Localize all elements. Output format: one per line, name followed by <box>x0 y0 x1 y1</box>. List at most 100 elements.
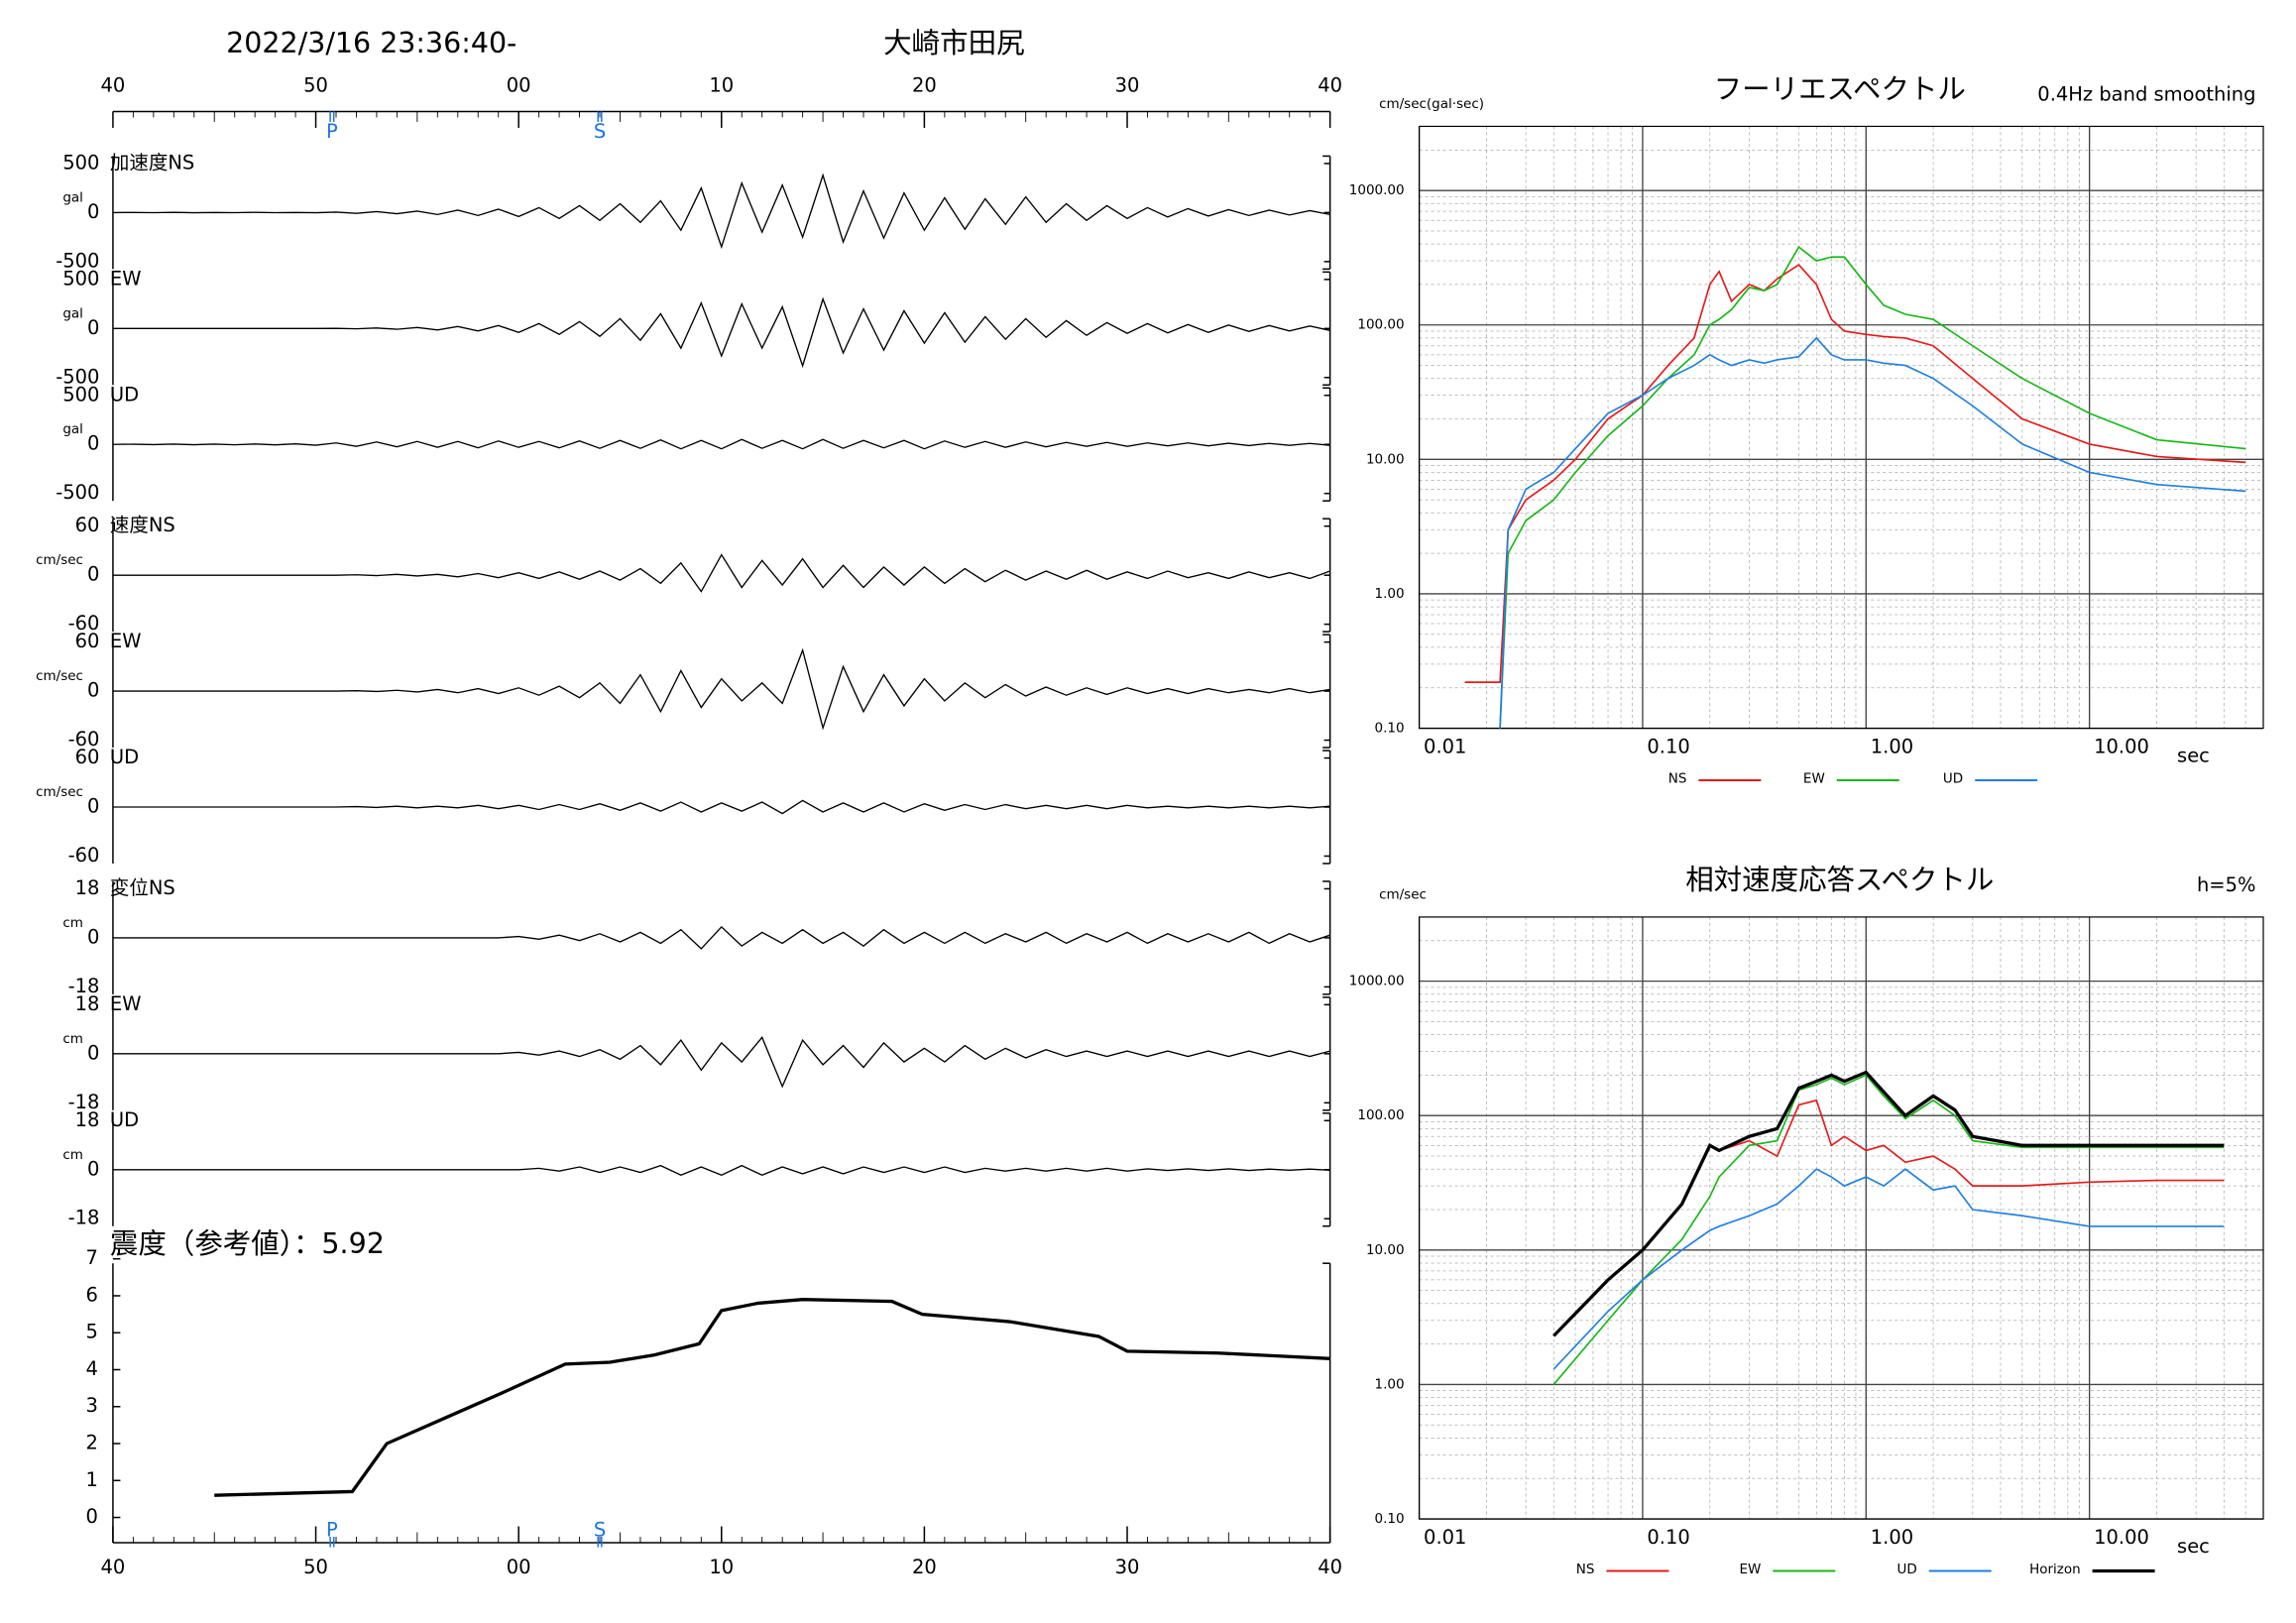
legend-label: NS <box>1668 771 1687 787</box>
unit-label: cm <box>62 915 83 931</box>
intensity-line <box>214 1298 1330 1497</box>
waveform <box>112 1164 1330 1177</box>
y-tick-label: 0 <box>87 563 99 586</box>
x-tick-label: 00 <box>507 1556 531 1578</box>
y-tick-label: 1000.00 <box>1349 974 1405 989</box>
y-tick-label: 1.00 <box>1375 586 1405 602</box>
y-tick-label: -60 <box>68 728 100 751</box>
x-tick-label: 30 <box>1115 73 1140 96</box>
spectrum-line <box>1552 1168 2225 1370</box>
x-tick-label: 40 <box>101 73 126 96</box>
unit-label: gal <box>62 421 83 437</box>
y-tick-label: 100.00 <box>1357 1107 1404 1123</box>
unit-label: gal <box>62 189 83 205</box>
y-tick-label: 18 <box>75 992 100 1015</box>
y-tick-label: 0 <box>87 1157 99 1180</box>
x-tick-label: 20 <box>912 1556 937 1578</box>
waveform <box>112 296 1330 369</box>
x-tick-label: 40 <box>1318 1556 1342 1578</box>
x-tick-label: 10.00 <box>2094 736 2149 758</box>
phase-label: S <box>594 120 606 143</box>
x-tick-label: 00 <box>507 73 531 96</box>
spectrum-line <box>1552 1070 2225 1337</box>
y-tick-label: 100.00 <box>1357 317 1404 333</box>
x-axis-label: sec <box>2177 745 2210 767</box>
plot-frame <box>1418 916 2264 1520</box>
spectrum-line <box>1552 1099 2225 1336</box>
legend-label: EW <box>1739 1562 1761 1577</box>
x-tick-label: 50 <box>303 1556 328 1578</box>
trace-name: UD <box>110 746 139 768</box>
unit-label: cm/sec <box>36 668 83 684</box>
waveform <box>112 647 1330 731</box>
trace-name: EW <box>110 267 142 290</box>
waveform <box>112 438 1330 450</box>
x-tick-label: 20 <box>912 73 937 96</box>
trace-name: UD <box>110 1108 139 1131</box>
y-tick-label: 0 <box>87 432 99 455</box>
unit-label: cm/sec <box>36 552 83 568</box>
y-tick-label: 500 <box>62 383 99 406</box>
waveform <box>112 925 1330 950</box>
trace-name: 加速度NS <box>110 151 194 174</box>
x-tick-label: 10 <box>709 1556 734 1578</box>
phase-label: P <box>326 1519 338 1542</box>
x-tick-label: 10.00 <box>2094 1526 2149 1549</box>
x-tick-label: 30 <box>1115 1556 1140 1578</box>
y-tick-label: 10.00 <box>1366 1242 1405 1258</box>
phase-label: P <box>326 120 338 143</box>
y-tick-label: 60 <box>75 514 100 536</box>
unit-label: cm <box>62 1147 83 1163</box>
legend-label: UD <box>1943 771 1963 787</box>
plot-frame <box>1418 125 2264 730</box>
spectrum-line <box>1552 1074 2225 1385</box>
spectrum-line <box>1499 245 2246 729</box>
x-tick-label: 1.00 <box>1871 736 1913 758</box>
y-tick-label: 0 <box>87 679 99 702</box>
waveform <box>112 173 1330 250</box>
legend-label: UD <box>1896 1562 1916 1577</box>
spectrum-title: 相対速度応答スペクトル <box>1685 864 1994 896</box>
y-axis-label: cm/sec <box>1379 886 1427 902</box>
phase-label: S <box>594 1519 606 1542</box>
trace-name: EW <box>110 992 142 1015</box>
unit-label: cm/sec <box>36 784 83 800</box>
y-tick-label: 60 <box>75 746 100 768</box>
x-tick-label: 0.10 <box>1647 736 1689 758</box>
y-tick-label: 10.00 <box>1366 451 1405 467</box>
x-tick-label: 0.01 <box>1424 736 1466 758</box>
y-tick-label: 6 <box>86 1283 98 1306</box>
y-tick-label: 0 <box>86 1505 98 1528</box>
y-tick-label: 5 <box>86 1321 98 1343</box>
y-tick-label: -18 <box>68 1207 100 1229</box>
y-tick-label: -18 <box>68 975 100 997</box>
x-tick-label: 1.00 <box>1871 1526 1913 1549</box>
waveform <box>112 799 1330 815</box>
y-tick-label: 0.10 <box>1375 721 1405 737</box>
x-axis-label: sec <box>2177 1535 2210 1558</box>
x-tick-label: 10 <box>709 73 734 96</box>
y-tick-label: 18 <box>75 1108 100 1131</box>
y-tick-label: 500 <box>62 151 99 174</box>
y-tick-label: 7 <box>86 1246 98 1269</box>
y-tick-label: 0 <box>87 316 99 339</box>
x-tick-label: 50 <box>303 73 328 96</box>
date-title: 2022/3/16 23:36:40- <box>226 27 517 59</box>
x-tick-label: 40 <box>101 1556 126 1578</box>
x-tick-label: 40 <box>1318 73 1342 96</box>
y-tick-label: 60 <box>75 630 100 652</box>
y-tick-label: -500 <box>56 365 99 388</box>
legend-label: NS <box>1576 1562 1595 1577</box>
legend-label: EW <box>1803 771 1825 787</box>
waveform <box>112 1036 1330 1089</box>
y-tick-label: 0 <box>87 1041 99 1064</box>
y-tick-label: 0 <box>87 925 99 948</box>
x-tick-label: 0.10 <box>1647 1526 1689 1549</box>
y-axis-label: cm/sec(gal·sec) <box>1379 96 1484 112</box>
legend-label: Horizon <box>2029 1562 2081 1577</box>
y-tick-label: 3 <box>86 1394 98 1417</box>
unit-label: cm <box>62 1031 83 1047</box>
y-tick-label: 1 <box>86 1468 98 1491</box>
y-tick-label: 0.10 <box>1375 1511 1405 1527</box>
